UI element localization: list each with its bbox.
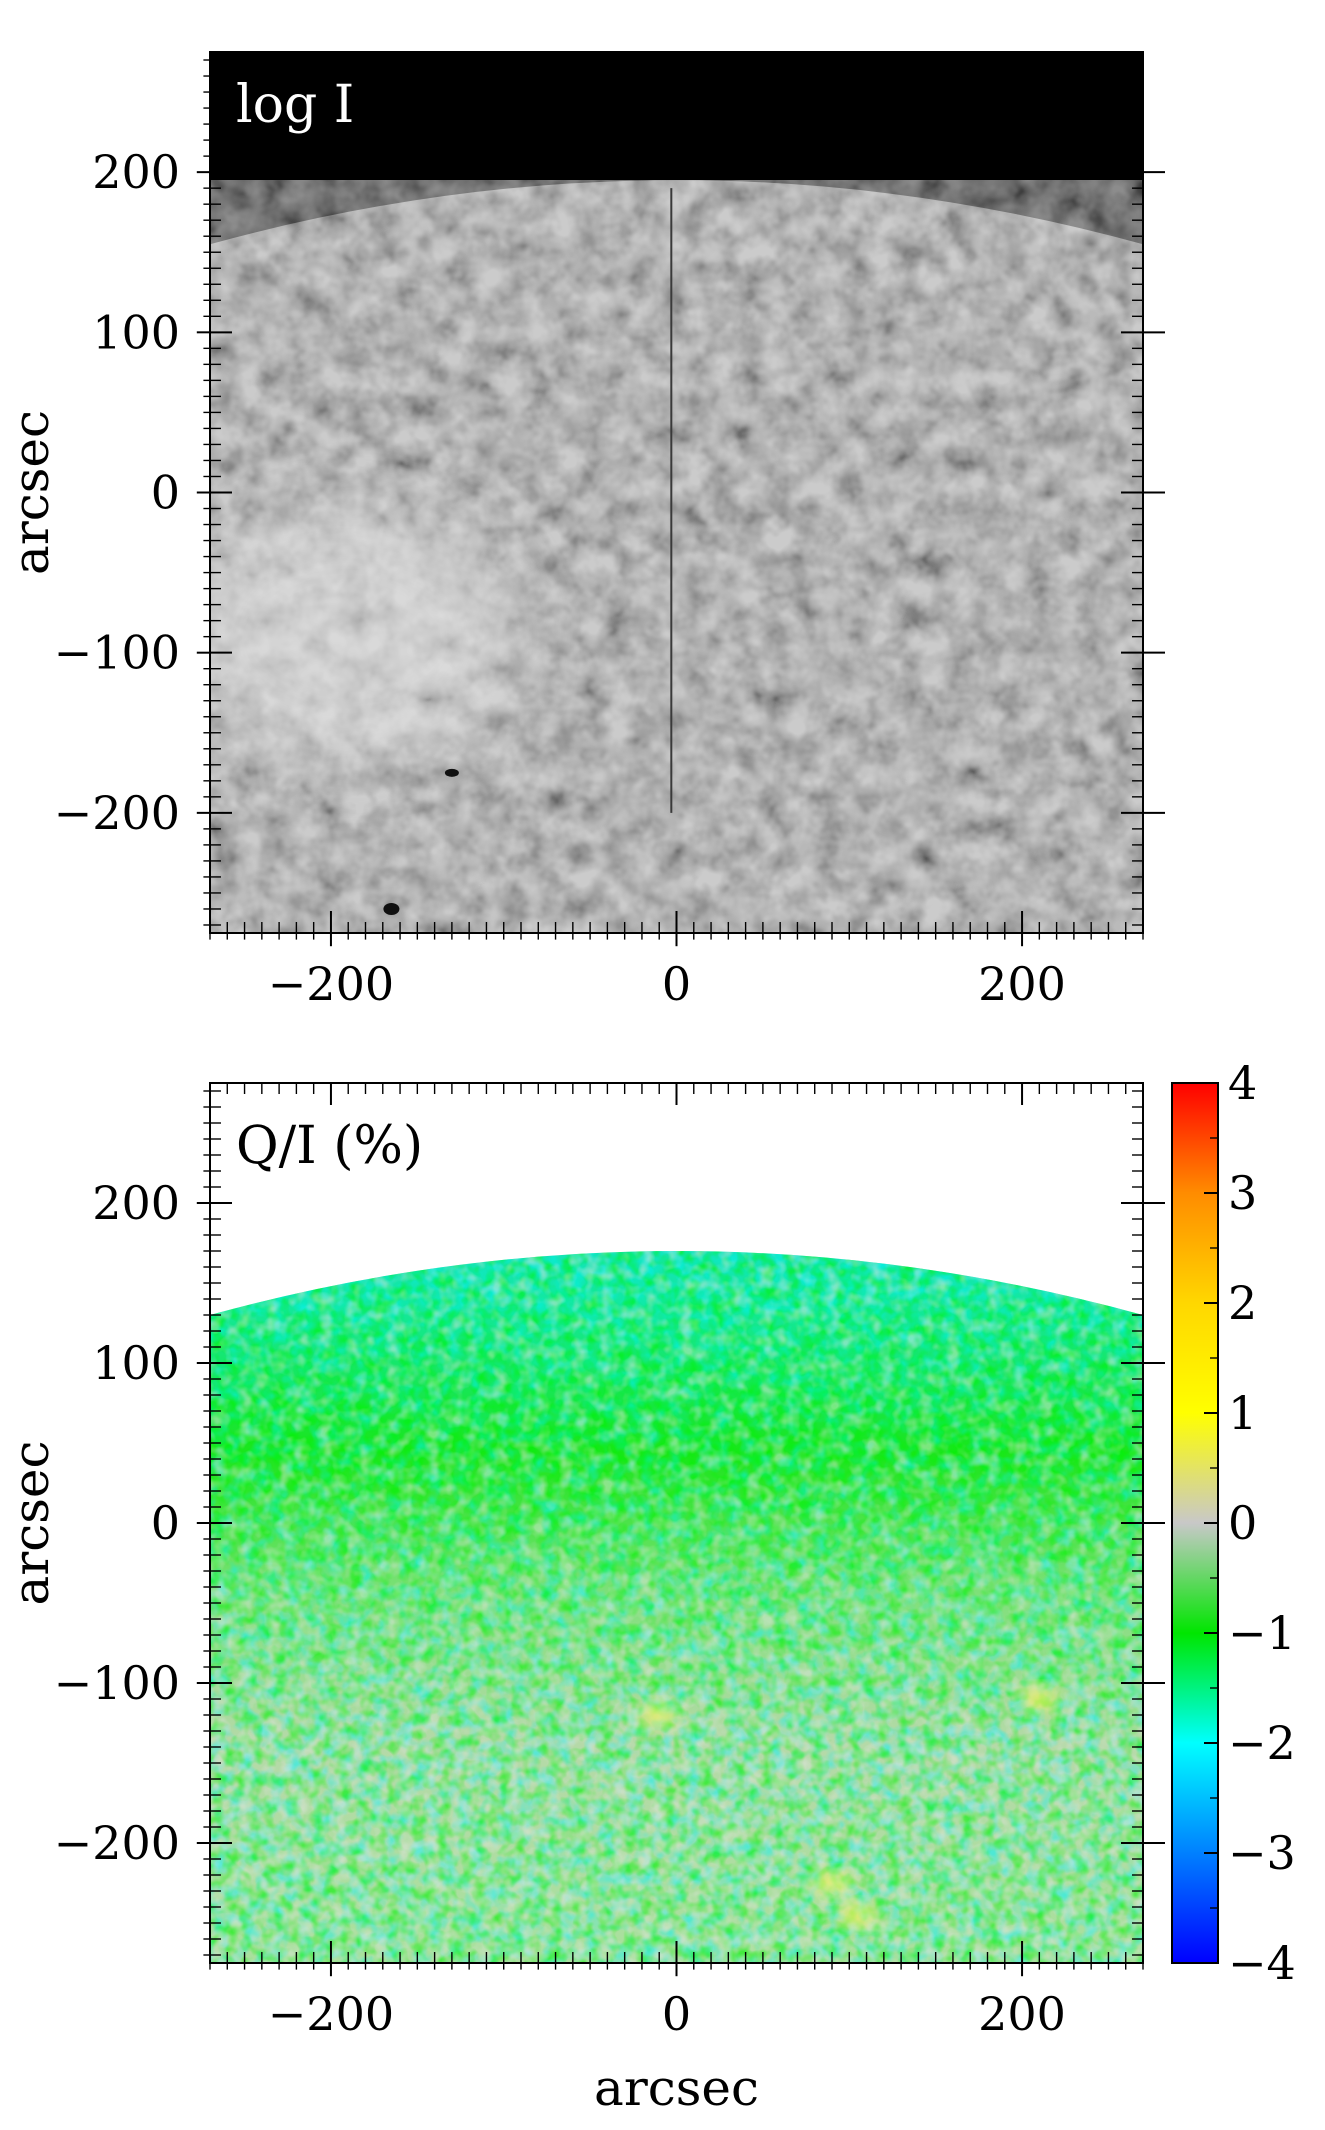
colorbar-tick-label: 4 [1228,1056,1257,1110]
ytick-label: 200 [92,1176,180,1230]
yellow-patches [641,1689,1058,1925]
yellow-patch [1021,1689,1058,1709]
xtick-label: 200 [978,957,1066,1011]
polarization-ytick-labels: −200 −100 0 100 200 [54,1176,180,1870]
ytick-label: −200 [54,786,180,840]
xtick-label: 0 [662,957,691,1011]
polarization-xtick-labels: −200 0 200 [268,1987,1066,2041]
dark-spot-2 [383,902,400,915]
panel-label-log-i: log I [236,75,354,135]
intensity-ticks [196,52,1165,947]
yellow-patch [641,1705,678,1725]
colorbar-tick-label: −3 [1228,1826,1296,1880]
dark-spot-1 [444,768,459,777]
q-speckle-gray [210,1251,1143,1963]
colorbar-tick-label: 3 [1228,1166,1257,1220]
colorbar-tick-label: 0 [1228,1496,1257,1550]
ytick-label: −100 [54,626,180,680]
ytick-label: 200 [92,145,180,199]
polarization-disk [210,1251,1143,1963]
xtick-label: 0 [662,1987,691,2041]
colorbar-tick-label: −2 [1228,1716,1296,1770]
ytick-label: 0 [151,466,180,520]
colorbar: 4 3 2 1 0 −1 −2 −3 −4 [1171,1056,1296,1990]
colorbar-tick-label: 1 [1228,1386,1257,1440]
panel-label-q-over-i: Q/I (%) [236,1116,423,1176]
polarization-ticks [196,1083,1165,1977]
intensity-ytick-labels: −200 −100 0 100 200 [54,145,180,840]
ytick-label: −100 [54,1656,180,1710]
ytick-label: 100 [92,305,180,359]
polarization-xlabel: arcsec [594,2059,759,2117]
intensity-xtick-labels: −200 0 200 [268,957,1066,1011]
ytick-label: 100 [92,1336,180,1390]
intensity-ylabel: arcsec [2,410,60,575]
yellow-patch [814,1873,850,1893]
ytick-label: 0 [151,1496,180,1550]
bright-region [210,506,519,767]
polarization-image [210,1083,1143,1963]
polarization-ylabel: arcsec [2,1441,60,1606]
ytick-label: −200 [54,1816,180,1870]
granulation-texture [210,180,1143,933]
xtick-label: 200 [978,1987,1066,2041]
xtick-label: −200 [268,1987,394,2041]
colorbar-tick-label: −4 [1228,1936,1296,1990]
xtick-label: −200 [268,957,394,1011]
yellow-patch [839,1905,876,1925]
colorbar-tick-label: −1 [1228,1606,1296,1660]
intensity-image [210,52,1143,933]
colorbar-ticks: 4 3 2 1 0 −1 −2 −3 −4 [1204,1056,1296,1990]
colorbar-tick-label: 2 [1228,1276,1257,1330]
intensity-panel: log I −200 0 200 −200 −100 0 100 200 arcsec [2,51,1165,1011]
